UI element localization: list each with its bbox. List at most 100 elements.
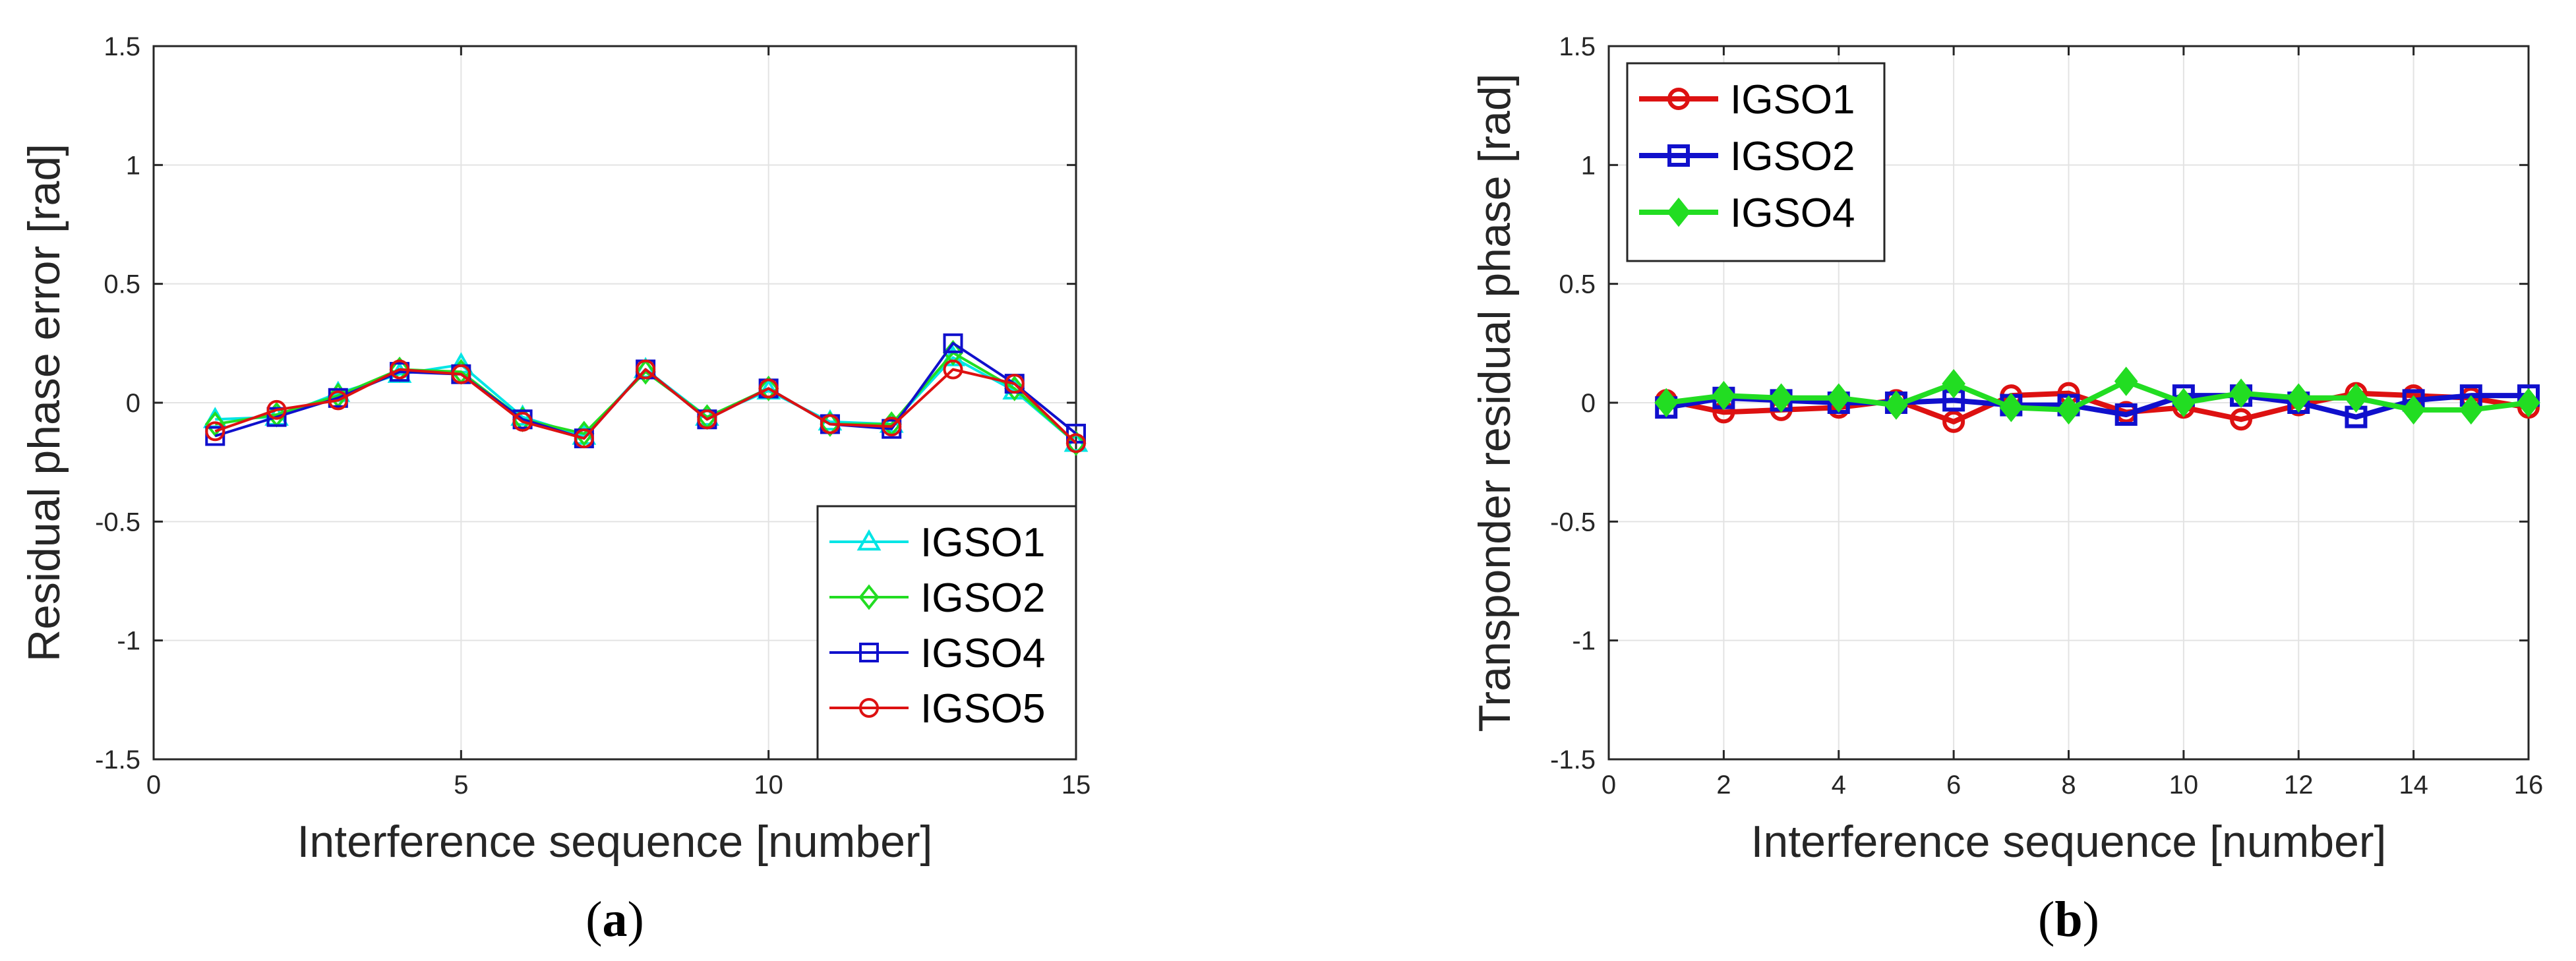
y-tick-label: -1.5 xyxy=(1550,745,1596,774)
data-point xyxy=(328,390,348,411)
legend-item: IGSO2 xyxy=(1639,134,1855,179)
data-point xyxy=(205,421,225,442)
x-tick-label: 0 xyxy=(146,771,161,800)
series-IGSO5 xyxy=(205,359,1086,453)
data-point xyxy=(943,333,963,353)
data-point xyxy=(2114,403,2138,426)
y-tick-label: -0.5 xyxy=(1550,508,1596,537)
series-line xyxy=(1665,378,2529,413)
data-point xyxy=(758,375,779,401)
data-point xyxy=(2344,383,2368,413)
legend: IGSO1 IGSO2 IGSO4 IGSO5 xyxy=(816,505,1077,761)
legend-label: IGSO2 xyxy=(920,575,1046,621)
data-point xyxy=(1065,430,1087,456)
y-tick-label: 1.5 xyxy=(104,32,140,61)
data-point xyxy=(635,359,656,385)
series-IGSO4 xyxy=(1654,366,2540,425)
data-point xyxy=(2172,388,2196,418)
data-point xyxy=(1004,374,1025,394)
data-point xyxy=(574,428,594,449)
legend-label: IGSO4 xyxy=(920,631,1046,676)
data-point xyxy=(1712,380,1736,411)
x-tick-label: 14 xyxy=(2399,771,2428,800)
legend-item: IGSO2 xyxy=(829,575,1046,621)
y-tick-label: -1.5 xyxy=(95,745,140,774)
legend-item: IGSO1 xyxy=(1639,77,1855,123)
data-point xyxy=(390,359,410,380)
data-point xyxy=(758,378,779,399)
legend-label: IGSO1 xyxy=(1730,77,1855,123)
legend-marker xyxy=(1667,197,1691,227)
y-axis-label: Residual phase error [rad] xyxy=(19,144,69,662)
y-tick-label: 0.5 xyxy=(1559,270,1596,299)
legend-label: IGSO1 xyxy=(920,520,1046,566)
y-tick-label: 0.5 xyxy=(104,270,140,299)
data-point xyxy=(2056,395,2081,425)
x-tick-label: 15 xyxy=(1062,771,1091,800)
x-tick-label: 16 xyxy=(2514,771,2544,800)
x-tick-label: 10 xyxy=(754,771,783,800)
data-point xyxy=(1999,392,2023,422)
legend-marker xyxy=(859,643,879,662)
data-point xyxy=(266,399,287,420)
x-tick-label: 8 xyxy=(2061,771,2076,800)
legend-marker xyxy=(856,529,882,551)
data-point xyxy=(2114,366,2138,396)
y-tick-label: -1 xyxy=(1572,627,1596,656)
data-point xyxy=(2517,388,2540,418)
data-point xyxy=(1826,383,1851,413)
y-tick-label: 1.5 xyxy=(1559,32,1596,61)
data-point xyxy=(1004,375,1025,401)
x-tick-label: 2 xyxy=(1716,771,1731,800)
y-tick-label: 1 xyxy=(126,151,140,180)
y-tick-label: -1 xyxy=(117,627,140,656)
y-tick-label: 0 xyxy=(126,389,140,418)
series-line xyxy=(1665,393,2529,420)
x-tick-label: 6 xyxy=(1946,771,1961,800)
y-tick-label: 0 xyxy=(1581,389,1596,418)
data-point xyxy=(882,417,902,437)
data-point xyxy=(451,364,471,384)
x-axis-label: Interference sequence [number] xyxy=(297,817,933,867)
data-point xyxy=(2229,378,2253,408)
panel-caption: (b) xyxy=(2038,892,2099,947)
legend-marker xyxy=(859,698,879,718)
series-line xyxy=(1665,390,2529,424)
x-axis-label: Interference sequence [number] xyxy=(1751,817,2387,867)
legend-marker xyxy=(858,584,880,610)
data-point xyxy=(943,359,963,380)
data-point xyxy=(1654,388,1679,418)
chart-panel-a: 0 5 10 15 -1.5 -1 -0.5 0 0.5 1 1.5 Residual phase e… xyxy=(19,32,1091,947)
x-tick-label: 4 xyxy=(1832,771,1846,800)
x-tick-label: 10 xyxy=(2169,771,2199,800)
legend-label: IGSO5 xyxy=(920,686,1046,732)
legend-label: IGSO4 xyxy=(1730,190,1855,236)
data-point xyxy=(697,409,717,430)
data-point xyxy=(1942,410,1965,433)
legend-item: IGSO4 xyxy=(1639,190,1855,236)
y-tick-label: -0.5 xyxy=(95,508,140,537)
data-point xyxy=(1942,368,1965,399)
y-tick-label: 1 xyxy=(1581,151,1596,180)
legend-marker xyxy=(1667,88,1690,110)
legend: IGSO1 IGSO2 IGSO4 xyxy=(1626,62,1886,262)
data-point xyxy=(1884,390,1908,420)
chart-panel-b: 0 2 4 6 8 10 12 14 16 -1.5 -1 -0.5 0 0.5 1 1.5 Transpond… xyxy=(1470,32,2543,947)
legend-item: IGSO5 xyxy=(829,686,1046,732)
data-point xyxy=(2287,383,2311,413)
x-tick-label: 12 xyxy=(2284,771,2314,800)
data-point xyxy=(266,407,287,427)
legend-marker xyxy=(1667,144,1690,167)
series-line xyxy=(214,351,1077,444)
data-point xyxy=(820,414,840,434)
data-point xyxy=(1769,383,1793,413)
x-tick-label: 0 xyxy=(1602,771,1616,800)
y-axis-label: Transponder residual phase [rad] xyxy=(1470,73,1520,732)
legend-item: IGSO4 xyxy=(829,631,1046,676)
series-line xyxy=(214,368,1077,444)
data-point xyxy=(2230,408,2253,431)
legend-label: IGSO2 xyxy=(1730,134,1855,179)
panel-caption: (a) xyxy=(585,892,644,947)
data-point xyxy=(2459,395,2483,425)
